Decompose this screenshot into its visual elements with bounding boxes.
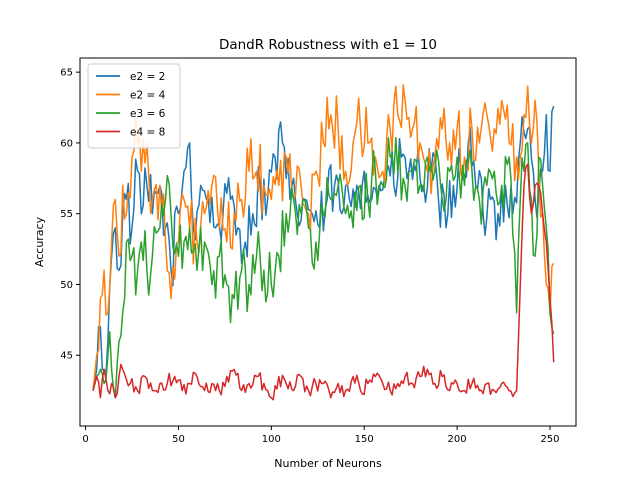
x-tick-label: 50 [172,434,185,445]
x-tick-label: 250 [540,434,559,445]
chart-title: DandR Robustness with e1 = 10 [219,37,437,53]
series-line-4 [92,163,555,401]
series-layer [92,84,555,401]
legend-box [87,63,181,149]
y-tick-label: 55 [60,209,73,220]
y-tick-label: 50 [60,280,73,291]
y-tick-label: 45 [60,351,73,362]
y-axis-label: Accuracy [33,216,46,267]
x-tick-label: 200 [448,434,467,445]
legend-entry-label: e2 = 4 [130,90,166,102]
x-tick-label: 150 [355,434,374,445]
x-tick-label: 100 [262,434,281,445]
x-tick-label: 0 [82,434,88,445]
x-axis: 0 50 100 150 200 250 [82,426,560,445]
axes-frame [79,57,577,427]
y-tick-label: 60 [60,138,73,149]
series-line-3 [92,137,555,399]
series-line-2 [92,84,555,391]
legend-entry-label: e3 = 6 [130,108,166,120]
legend: e2 = 2 e2 = 4 e3 = 6 e4 = 8 [87,63,181,149]
legend-entry-label: e4 = 8 [130,127,165,139]
y-tick-label: 65 [60,68,73,79]
legend-entry-label: e2 = 2 [130,71,165,83]
y-axis: 45 50 55 60 65 [60,68,80,362]
x-axis-label: Number of Neurons [274,457,382,470]
